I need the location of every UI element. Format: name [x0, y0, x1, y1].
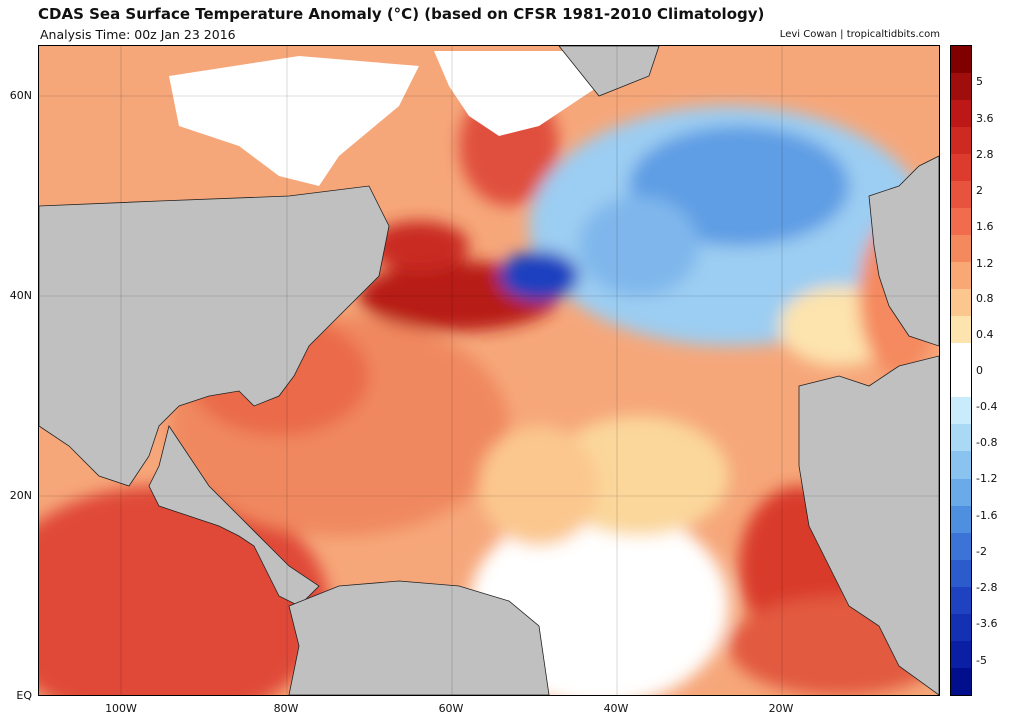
colorbar-segment — [951, 667, 971, 695]
colorbar-segment — [951, 181, 971, 209]
colorbar-segment — [951, 316, 971, 344]
colorbar-label: 5 — [976, 75, 983, 88]
colorbar-label: -0.8 — [976, 436, 998, 449]
colorbar-segment — [951, 559, 971, 587]
colorbar-segment — [951, 46, 971, 74]
colorbar-segment — [951, 235, 971, 263]
credit-text: Levi Cowan | tropicaltidbits.com — [779, 29, 940, 40]
colorbar-segment — [951, 451, 971, 479]
greenland — [558, 46, 660, 97]
lat-label-eq: EQ — [16, 689, 32, 702]
colorbar-label: -1.2 — [976, 472, 998, 485]
map-graphic — [39, 46, 939, 695]
colorbar-label: -2 — [976, 545, 987, 558]
colorbar-label: -2.8 — [976, 581, 998, 594]
colorbar-label: 1.6 — [976, 220, 994, 233]
colorbar-segment — [951, 586, 971, 614]
colorbar-label: 0.4 — [976, 328, 994, 341]
lat-label-40n: 40N — [9, 289, 32, 302]
colorbar-label: 1.2 — [976, 257, 994, 270]
colorbar-label: -1.6 — [976, 509, 998, 522]
lat-label-60n: 60N — [9, 89, 32, 102]
lat-label-20n: 20N — [9, 489, 32, 502]
ice-cover — [169, 56, 419, 186]
colorbar-label: -0.4 — [976, 400, 998, 413]
greenland-ice — [434, 51, 599, 136]
colorbar-label: 3.6 — [976, 112, 994, 125]
lon-label-100w: 100W — [105, 702, 137, 715]
colorbar-segment — [951, 613, 971, 641]
lon-label-20w: 20W — [768, 702, 794, 715]
colorbar-segment — [951, 532, 971, 560]
colorbar — [950, 45, 972, 696]
europe — [868, 155, 939, 347]
colorbar-segment — [951, 154, 971, 182]
map-title: CDAS Sea Surface Temperature Anomaly (°C… — [38, 5, 765, 23]
colorbar-segment — [951, 478, 971, 506]
colorbar-segment — [951, 127, 971, 155]
colorbar-segment — [951, 640, 971, 668]
central-america — [148, 425, 320, 607]
lon-label-60w: 60W — [438, 702, 464, 715]
lon-label-80w: 80W — [273, 702, 299, 715]
colorbar-segment — [951, 262, 971, 290]
colorbar-segment — [951, 100, 971, 128]
colorbar-segment — [951, 424, 971, 452]
colorbar-label: 0.8 — [976, 292, 994, 305]
colorbar-label: 2.8 — [976, 148, 994, 161]
colorbar-label: 0 — [976, 364, 983, 377]
analysis-time: Analysis Time: 00z Jan 23 2016 — [40, 27, 236, 42]
colorbar-segment — [951, 73, 971, 101]
africa — [798, 355, 939, 695]
colorbar-segment — [951, 370, 971, 398]
lon-label-40w: 40W — [603, 702, 629, 715]
colorbar-label: -5 — [976, 654, 987, 667]
colorbar-segment — [951, 397, 971, 425]
colorbar-segment — [951, 343, 971, 371]
colorbar-label: -3.6 — [976, 617, 998, 630]
sst-anomaly-map — [38, 45, 940, 696]
colorbar-label: 2 — [976, 184, 983, 197]
south-america — [288, 580, 550, 695]
colorbar-segment — [951, 208, 971, 236]
colorbar-segment — [951, 289, 971, 317]
graticule — [39, 46, 939, 695]
colorbar-segment — [951, 505, 971, 533]
north-america — [39, 185, 390, 487]
